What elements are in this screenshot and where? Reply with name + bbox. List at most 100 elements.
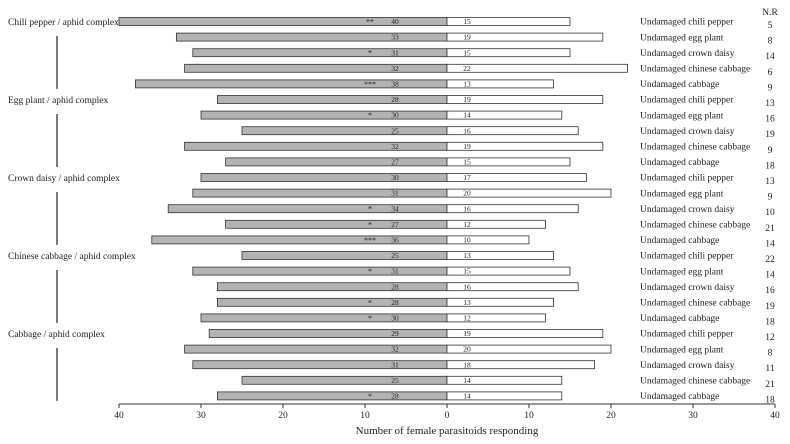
value-right-row-23: 14 — [463, 376, 471, 385]
bar-left-row-10 — [200, 173, 448, 182]
significance-row-0: ** — [366, 18, 374, 27]
bar-left-row-21 — [184, 344, 448, 354]
row-label-21: Undamaged egg plant — [640, 345, 724, 355]
nr-value-row-18: 19 — [765, 302, 775, 312]
group-label-0: Chili pepper / aphid complex — [8, 18, 119, 28]
bar-right-row-20 — [446, 329, 604, 338]
nr-value-row-5: 13 — [765, 99, 775, 109]
row-label-9: Undamaged cabbage — [640, 158, 719, 168]
nr-value-row-4: 9 — [768, 83, 773, 93]
significance-row-4: *** — [364, 80, 376, 89]
value-left-row-3: 32 — [391, 64, 399, 73]
group-label-4: Cabbage / aphid complex — [8, 330, 105, 340]
row-label-15: Undamaged chili pepper — [640, 252, 734, 262]
row-label-1: Undamaged egg plant — [640, 33, 724, 43]
nr-value-row-21: 8 — [768, 349, 773, 359]
bar-right-row-6 — [446, 110, 563, 120]
value-left-row-10: 30 — [391, 173, 399, 182]
bar-right-row-17 — [446, 282, 579, 292]
significance-row-19: * — [368, 314, 372, 323]
row-label-7: Undamaged crown daisy — [640, 127, 735, 137]
value-right-row-9: 15 — [463, 158, 471, 167]
bar-right-row-19 — [446, 313, 546, 323]
nr-value-row-23: 21 — [765, 380, 775, 390]
nr-value-row-1: 8 — [768, 37, 773, 47]
nr-value-row-17: 16 — [765, 286, 775, 296]
bar-right-row-23 — [446, 375, 563, 385]
nr-value-row-22: 11 — [765, 364, 774, 374]
x-tick-label-6: 20 — [606, 411, 616, 421]
nr-value-row-24: 18 — [765, 395, 775, 405]
bar-right-row-7 — [446, 126, 579, 136]
value-right-row-20: 19 — [463, 329, 471, 338]
bar-right-row-1 — [446, 32, 604, 42]
significance-row-18: * — [368, 298, 372, 307]
bar-right-row-0 — [446, 17, 571, 26]
value-left-row-16: 31 — [391, 267, 399, 276]
x-tick-label-1: 30 — [196, 411, 206, 421]
x-tick-label-0: 40 — [114, 411, 124, 421]
row-label-3: Undamaged chinese cabbage — [640, 65, 750, 75]
nr-value-row-7: 19 — [765, 130, 775, 140]
bar-right-row-24 — [446, 391, 563, 401]
bar-left-row-4 — [134, 79, 448, 89]
bar-left-row-24 — [216, 391, 448, 401]
bar-left-row-14 — [151, 235, 448, 245]
bar-left-row-7 — [241, 126, 448, 136]
value-left-row-14: 36 — [391, 236, 399, 245]
value-right-row-17: 16 — [463, 282, 471, 291]
significance-row-24: * — [368, 392, 372, 401]
bar-right-row-8 — [446, 141, 604, 151]
row-label-2: Undamaged crown daisy — [640, 49, 735, 59]
value-left-row-22: 31 — [391, 360, 399, 369]
row-label-19: Undamaged cabbage — [640, 314, 719, 324]
row-label-24: Undamaged cabbage — [640, 392, 719, 402]
nr-value-row-14: 14 — [765, 239, 775, 249]
value-left-row-18: 28 — [391, 298, 399, 307]
bar-right-row-22 — [446, 360, 596, 370]
row-label-6: Undamaged egg plant — [640, 111, 724, 121]
nr-value-row-9: 18 — [765, 161, 775, 171]
value-right-row-11: 20 — [463, 189, 471, 198]
significance-row-6: * — [368, 111, 372, 120]
row-label-14: Undamaged cabbage — [640, 236, 719, 246]
row-label-4: Undamaged cabbage — [640, 80, 719, 90]
nr-value-row-20: 12 — [765, 333, 775, 343]
bar-left-row-12 — [167, 204, 448, 214]
value-left-row-11: 31 — [391, 189, 399, 198]
value-left-row-7: 25 — [391, 126, 399, 135]
row-label-11: Undamaged egg plant — [640, 189, 724, 199]
value-left-row-15: 25 — [391, 251, 399, 260]
value-right-row-21: 20 — [463, 345, 471, 354]
value-left-row-13: 27 — [391, 220, 399, 229]
x-axis-label: Number of female parasitoids responding — [356, 425, 539, 437]
value-left-row-20: 29 — [391, 329, 399, 338]
value-right-row-18: 13 — [463, 298, 471, 307]
value-left-row-24: 28 — [391, 392, 399, 401]
row-label-22: Undamaged crown daisy — [640, 361, 735, 371]
value-left-row-9: 27 — [391, 158, 399, 167]
row-label-10: Undamaged chili pepper — [640, 174, 734, 184]
group-label-1: Egg plant / aphid complex — [8, 96, 109, 106]
value-left-row-12: 34 — [391, 204, 399, 213]
nr-value-row-16: 14 — [765, 271, 775, 281]
row-label-5: Undamaged chili pepper — [640, 96, 734, 106]
nr-header: N.R — [762, 8, 778, 18]
bar-left-row-17 — [216, 282, 448, 292]
row-label-18: Undamaged chinese cabbage — [640, 299, 750, 309]
nr-value-row-12: 10 — [765, 208, 775, 218]
significance-row-14: *** — [364, 236, 376, 245]
nr-value-row-6: 16 — [765, 115, 775, 125]
value-right-row-4: 13 — [463, 80, 471, 89]
bar-left-row-20 — [208, 329, 448, 338]
bar-right-row-5 — [446, 95, 604, 104]
bar-right-row-15 — [446, 251, 554, 260]
significance-row-12: * — [368, 205, 372, 214]
row-label-20: Undamaged chili pepper — [640, 330, 734, 340]
value-left-row-8: 32 — [391, 142, 399, 151]
value-right-row-10: 17 — [463, 173, 471, 182]
value-right-row-3: 22 — [463, 64, 471, 73]
value-right-row-1: 19 — [463, 33, 471, 42]
x-tick-label-8: 40 — [770, 411, 780, 421]
